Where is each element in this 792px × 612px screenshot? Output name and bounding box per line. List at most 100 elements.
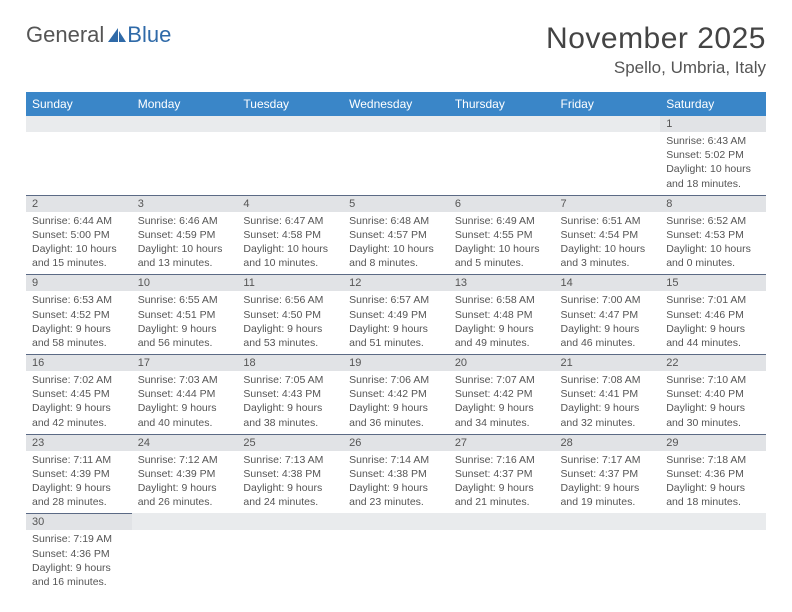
calendar-day-cell: 20Sunrise: 7:07 AMSunset: 4:42 PMDayligh… [449,354,555,434]
daylight-text: Daylight: 10 hours and 18 minutes. [666,162,760,190]
day-details: Sunrise: 7:07 AMSunset: 4:42 PMDaylight:… [449,371,555,434]
calendar-day-cell: 7Sunrise: 6:51 AMSunset: 4:54 PMDaylight… [555,195,661,275]
daylight-text: Daylight: 9 hours and 32 minutes. [561,401,655,429]
sunrise-text: Sunrise: 6:48 AM [349,214,443,228]
calendar-day-cell [237,116,343,195]
weekday-header: Wednesday [343,92,449,116]
day-details: Sunrise: 7:00 AMSunset: 4:47 PMDaylight:… [555,291,661,354]
calendar-day-cell: 10Sunrise: 6:55 AMSunset: 4:51 PMDayligh… [132,274,238,354]
weekday-header: Monday [132,92,238,116]
calendar-week-row: 9Sunrise: 6:53 AMSunset: 4:52 PMDaylight… [26,274,766,354]
sunset-text: Sunset: 4:46 PM [666,308,760,322]
sunset-text: Sunset: 4:51 PM [138,308,232,322]
calendar-week-row: 2Sunrise: 6:44 AMSunset: 5:00 PMDaylight… [26,195,766,275]
calendar-day-cell: 12Sunrise: 6:57 AMSunset: 4:49 PMDayligh… [343,274,449,354]
daylight-text: Daylight: 9 hours and 38 minutes. [243,401,337,429]
daylight-text: Daylight: 9 hours and 40 minutes. [138,401,232,429]
sunset-text: Sunset: 4:57 PM [349,228,443,242]
day-details: Sunrise: 6:44 AMSunset: 5:00 PMDaylight:… [26,212,132,275]
calendar-day-cell: 14Sunrise: 7:00 AMSunset: 4:47 PMDayligh… [555,274,661,354]
daylight-text: Daylight: 9 hours and 56 minutes. [138,322,232,350]
calendar-day-cell: 2Sunrise: 6:44 AMSunset: 5:00 PMDaylight… [26,195,132,275]
sunrise-text: Sunrise: 7:08 AM [561,373,655,387]
day-details: Sunrise: 6:51 AMSunset: 4:54 PMDaylight:… [555,212,661,275]
daylight-text: Daylight: 9 hours and 30 minutes. [666,401,760,429]
day-details: Sunrise: 6:48 AMSunset: 4:57 PMDaylight:… [343,212,449,275]
day-details: Sunrise: 7:19 AMSunset: 4:36 PMDaylight:… [26,530,132,593]
daylight-text: Daylight: 9 hours and 44 minutes. [666,322,760,350]
sunset-text: Sunset: 4:58 PM [243,228,337,242]
calendar-week-row: 16Sunrise: 7:02 AMSunset: 4:45 PMDayligh… [26,354,766,434]
sunrise-text: Sunrise: 7:14 AM [349,453,443,467]
sunrise-text: Sunrise: 7:07 AM [455,373,549,387]
daylight-text: Daylight: 9 hours and 28 minutes. [32,481,126,509]
daylight-text: Daylight: 9 hours and 34 minutes. [455,401,549,429]
day-number: 18 [237,354,343,371]
day-number: 10 [132,274,238,291]
sunset-text: Sunset: 4:44 PM [138,387,232,401]
sunrise-text: Sunrise: 7:11 AM [32,453,126,467]
sunset-text: Sunset: 4:49 PM [349,308,443,322]
calendar-day-cell: 18 Sunrise: 7:05 AMSunset: 4:43 PMDayligh… [237,354,343,434]
sunrise-text: Sunrise: 6:44 AM [32,214,126,228]
daylight-text: Daylight: 9 hours and 18 minutes. [666,481,760,509]
calendar-day-cell: 11Sunrise: 6:56 AMSunset: 4:50 PMDayligh… [237,274,343,354]
day-number: 24 [132,434,238,451]
location: Spello, Umbria, Italy [546,58,766,78]
calendar-day-cell [449,116,555,195]
day-number: 2 [26,195,132,212]
sunset-text: Sunset: 4:43 PM [243,387,337,401]
sunrise-text: Sunrise: 6:47 AM [243,214,337,228]
sunset-text: Sunset: 4:37 PM [561,467,655,481]
daylight-text: Daylight: 9 hours and 26 minutes. [138,481,232,509]
weekday-header: Friday [555,92,661,116]
calendar-day-cell: 19Sunrise: 7:06 AMSunset: 4:42 PMDayligh… [343,354,449,434]
day-number: 14 [555,274,661,291]
day-number: 19 [343,354,449,371]
sunrise-text: Sunrise: 6:46 AM [138,214,232,228]
calendar-day-cell: 25Sunrise: 7:13 AMSunset: 4:38 PMDayligh… [237,434,343,514]
calendar-page: General Blue November 2025 Spello, Umbri… [0,0,792,612]
sunset-text: Sunset: 4:36 PM [32,547,126,561]
brand-logo: General Blue [26,22,171,48]
calendar-day-cell: 15Sunrise: 7:01 AMSunset: 4:46 PMDayligh… [660,274,766,354]
day-number: 13 [449,274,555,291]
sunset-text: Sunset: 4:39 PM [138,467,232,481]
sunset-text: Sunset: 4:47 PM [561,308,655,322]
daylight-text: Daylight: 10 hours and 5 minutes. [455,242,549,270]
weekday-header: Sunday [26,92,132,116]
sunrise-text: Sunrise: 7:05 AM [243,373,337,387]
sunset-text: Sunset: 4:52 PM [32,308,126,322]
daylight-text: Daylight: 10 hours and 3 minutes. [561,242,655,270]
calendar-table: SundayMondayTuesdayWednesdayThursdayFrid… [26,92,766,593]
sunrise-text: Sunrise: 6:58 AM [455,293,549,307]
daylight-text: Daylight: 9 hours and 53 minutes. [243,322,337,350]
daylight-text: Daylight: 9 hours and 49 minutes. [455,322,549,350]
calendar-day-cell: 23Sunrise: 7:11 AMSunset: 4:39 PMDayligh… [26,434,132,514]
daylight-text: Daylight: 9 hours and 36 minutes. [349,401,443,429]
sunrise-text: Sunrise: 7:12 AM [138,453,232,467]
sunset-text: Sunset: 4:50 PM [243,308,337,322]
calendar-day-cell: 28Sunrise: 7:17 AMSunset: 4:37 PMDayligh… [555,434,661,514]
sunrise-text: Sunrise: 7:01 AM [666,293,760,307]
sunset-text: Sunset: 4:38 PM [243,467,337,481]
calendar-day-cell [343,513,449,593]
day-details: Sunrise: 6:57 AMSunset: 4:49 PMDaylight:… [343,291,449,354]
calendar-day-cell: 17Sunrise: 7:03 AMSunset: 4:44 PMDayligh… [132,354,238,434]
sunrise-text: Sunrise: 6:57 AM [349,293,443,307]
calendar-day-cell: 5Sunrise: 6:48 AMSunset: 4:57 PMDaylight… [343,195,449,275]
day-details: Sunrise: 7:14 AMSunset: 4:38 PMDaylight:… [343,451,449,514]
calendar-day-cell: 8Sunrise: 6:52 AMSunset: 4:53 PMDaylight… [660,195,766,275]
calendar-day-cell: 3Sunrise: 6:46 AMSunset: 4:59 PMDaylight… [132,195,238,275]
sunrise-text: Sunrise: 7:13 AM [243,453,337,467]
sunrise-text: Sunrise: 7:03 AM [138,373,232,387]
day-number: 6 [449,195,555,212]
calendar-day-cell [237,513,343,593]
sunset-text: Sunset: 4:42 PM [455,387,549,401]
daylight-text: Daylight: 9 hours and 58 minutes. [32,322,126,350]
day-details: Sunrise: 6:43 AMSunset: 5:02 PMDaylight:… [660,132,766,195]
day-details: Sunrise: 6:46 AMSunset: 4:59 PMDaylight:… [132,212,238,275]
sunrise-text: Sunrise: 7:18 AM [666,453,760,467]
sunrise-text: Sunrise: 7:06 AM [349,373,443,387]
day-number: 29 [660,434,766,451]
